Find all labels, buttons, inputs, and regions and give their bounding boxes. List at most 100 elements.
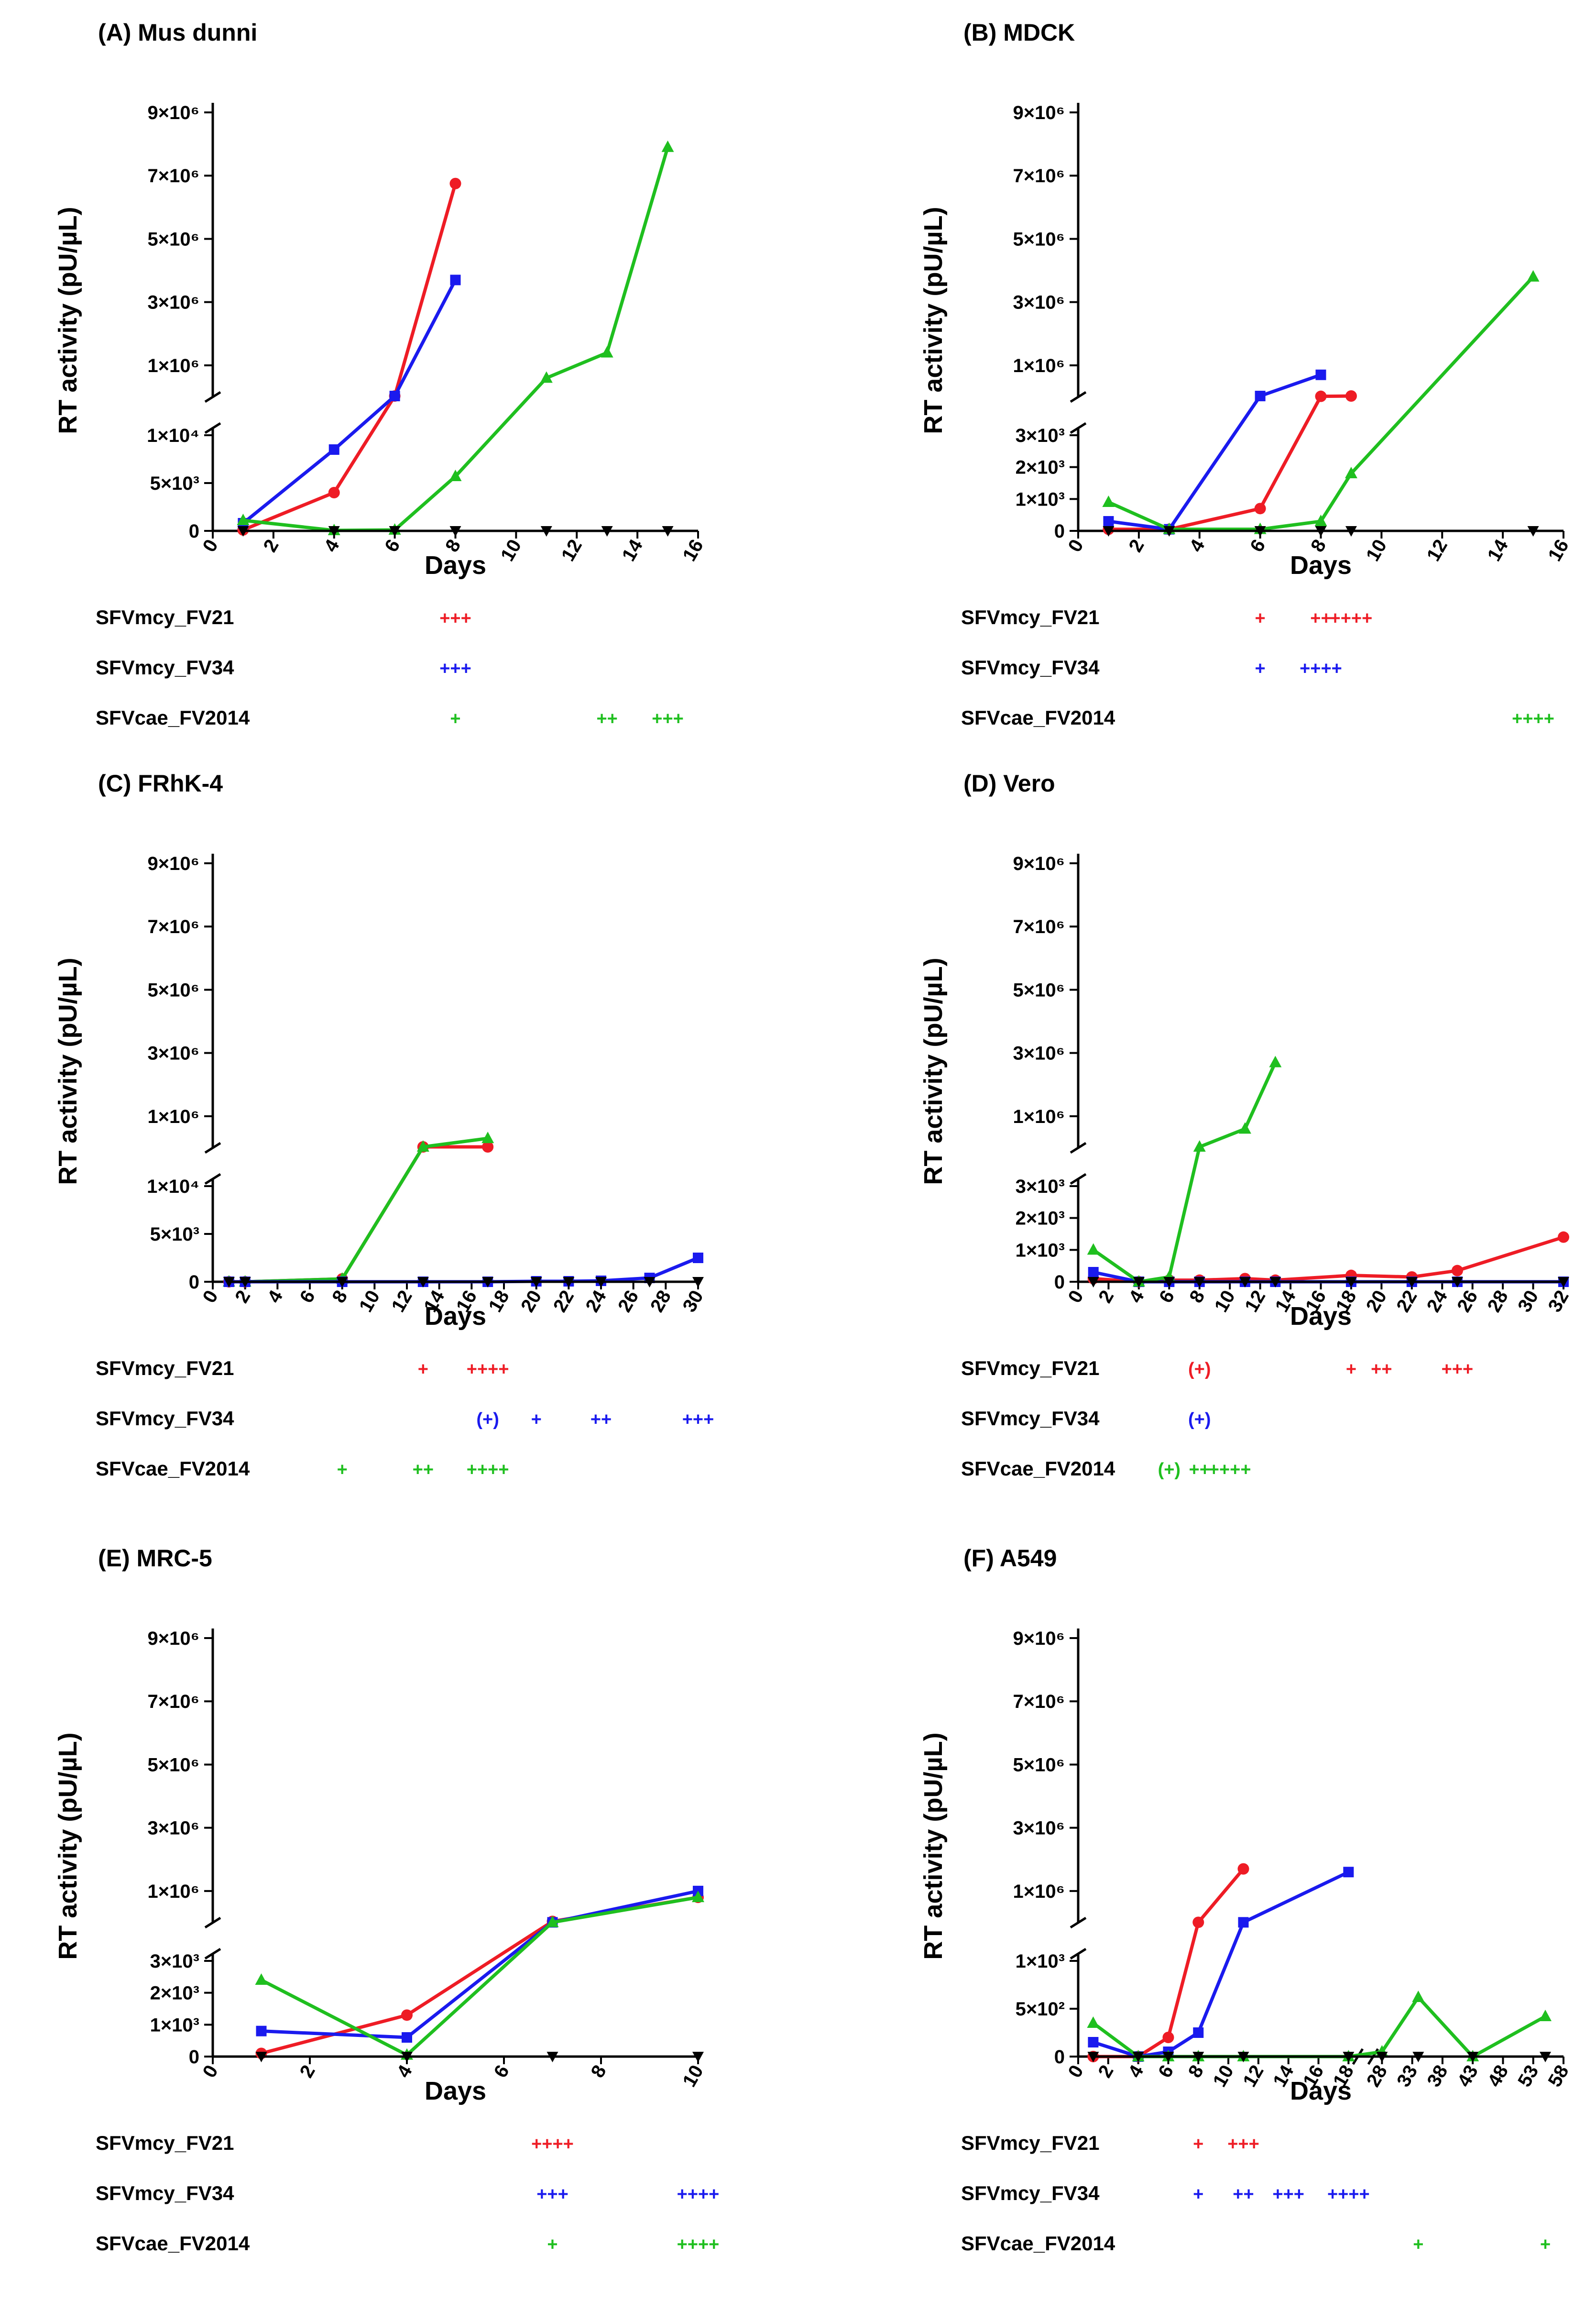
x-tick-label: 22 (549, 1287, 578, 1316)
x-tick-label: 2 (1094, 1287, 1118, 1307)
data-point (530, 1277, 542, 1288)
y-tick-label: 5×10⁶ (147, 979, 199, 1001)
x-tick-label: 12 (387, 1287, 416, 1316)
series-line-SFVmcy_FV34 (242, 279, 457, 525)
x-tick-label: 18 (484, 1287, 513, 1316)
x-tick-label: 28 (1363, 2062, 1391, 2091)
data-point (402, 2032, 412, 2043)
legend-mark: ++++ (467, 1460, 509, 1480)
y-tick-label: 1×10⁴ (147, 1176, 199, 1197)
series-SFVmcy_FV21 (1087, 1863, 1249, 2062)
x-tick-label: 43 (1454, 2062, 1482, 2091)
legend-label-SFVcae_FV2014: SFVcae_FV2014 (96, 2232, 250, 2255)
series-line-SFVmcy_FV21 (1093, 1235, 1564, 1284)
legend-mark: ++++ (1330, 608, 1373, 628)
y-tick-label: 9×10⁶ (147, 102, 199, 123)
x-tick-label: 0 (1064, 1287, 1088, 1307)
data-point (662, 526, 674, 537)
legend-mark: (+) (1188, 1359, 1211, 1379)
series-Control (223, 1277, 704, 1288)
x-tick-label: 0 (199, 536, 222, 556)
data-point (1237, 1863, 1249, 1875)
data-point (1527, 270, 1540, 282)
x-tick-label: 8 (1185, 1287, 1209, 1307)
data-point (482, 1141, 494, 1153)
x-tick-label: 0 (199, 2062, 222, 2081)
legend-mark: ++++ (1209, 1460, 1251, 1480)
x-axis-label: Days (425, 551, 486, 580)
data-point (389, 526, 401, 537)
x-tick-label: 10 (1362, 536, 1391, 565)
y-tick-label: 7×10⁶ (147, 165, 199, 187)
y-tick-label: 1×10⁶ (147, 1881, 199, 1902)
x-tick-label: 0 (1064, 536, 1088, 556)
y-tick-label: 5×10² (1016, 1999, 1065, 2020)
data-point (1087, 1277, 1099, 1288)
series-line-SFVmcy_FV21 (242, 183, 457, 532)
legend-mark: + (1255, 659, 1266, 679)
y-tick-label: 9×10⁶ (147, 853, 199, 874)
x-tick-label: 10 (678, 2062, 707, 2091)
y-axis-label: RT activity (pU/µL) (919, 957, 948, 1185)
y-tick-label: 3×10³ (150, 1951, 199, 1972)
x-tick-label: 6 (1246, 536, 1269, 556)
axis-break-mark (204, 1916, 221, 1929)
data-point (1345, 1277, 1357, 1288)
legend-mark: ++ (596, 709, 617, 729)
x-tick-label: 10 (355, 1287, 384, 1316)
legend-label-SFVmcy_FV34: SFVmcy_FV34 (961, 656, 1100, 679)
x-tick-label: 4 (1125, 1287, 1148, 1307)
data-point (1238, 1122, 1251, 1134)
data-point (1558, 1231, 1569, 1243)
y-tick-label: 2×10³ (1016, 1208, 1065, 1229)
data-point (601, 526, 613, 537)
data-point (1192, 2052, 1204, 2062)
axis-break-mark (1070, 391, 1087, 403)
data-point (1315, 369, 1326, 380)
legend-mark: ++++ (531, 2134, 574, 2154)
data-point (449, 526, 461, 537)
x-tick-label: 10 (1209, 2062, 1238, 2091)
series-Control (255, 2052, 704, 2062)
x-tick-label: 33 (1393, 2062, 1421, 2091)
x-tick-label: 0 (1064, 2062, 1088, 2081)
legend-mark: ++++ (1327, 2184, 1370, 2204)
x-tick-label: 8 (328, 1287, 351, 1307)
axis-break-mark (204, 1948, 221, 1960)
y-tick-label: 7×10⁶ (147, 1691, 199, 1712)
x-tick-label: 8 (1184, 2062, 1208, 2081)
data-point (401, 2052, 413, 2062)
data-point (255, 1973, 268, 1985)
data-point (416, 1140, 429, 1152)
data-point (237, 514, 250, 525)
x-tick-label: 14 (1484, 536, 1513, 565)
x-tick-label: 32 (1544, 1287, 1573, 1316)
x-tick-label: 6 (490, 2062, 514, 2081)
data-point (449, 177, 461, 189)
data-point (546, 1915, 559, 1927)
x-axis-label: Days (425, 1302, 486, 1331)
data-point (1237, 2052, 1249, 2062)
data-point (547, 2052, 558, 2062)
series-line-SFVcae_FV2014 (1108, 275, 1535, 531)
data-point (1314, 515, 1327, 526)
data-point (693, 1253, 703, 1263)
data-point (328, 444, 339, 455)
legend-mark: + (1255, 608, 1266, 628)
panel-title: (C) FRhK-4 (98, 770, 223, 797)
legend-label-SFVmcy_FV21: SFVmcy_FV21 (961, 606, 1100, 628)
axis-break-mark (204, 1173, 221, 1185)
x-tick-label: 12 (1239, 2062, 1268, 2091)
data-point (1451, 1277, 1463, 1288)
legend-mark: +++ (536, 2184, 568, 2204)
y-tick-label: 3×10³ (1016, 425, 1065, 446)
x-tick-label: 12 (1241, 1287, 1269, 1316)
legend-mark: ++ (1233, 2184, 1254, 2204)
data-point (661, 140, 674, 152)
legend-mark: +++ (439, 659, 471, 679)
x-tick-label: 6 (1154, 2062, 1178, 2081)
data-point (1088, 2037, 1099, 2047)
data-point (328, 487, 340, 498)
x-tick-label: 26 (614, 1287, 643, 1316)
y-axis-label: RT activity (pU/µL) (919, 1732, 948, 1959)
